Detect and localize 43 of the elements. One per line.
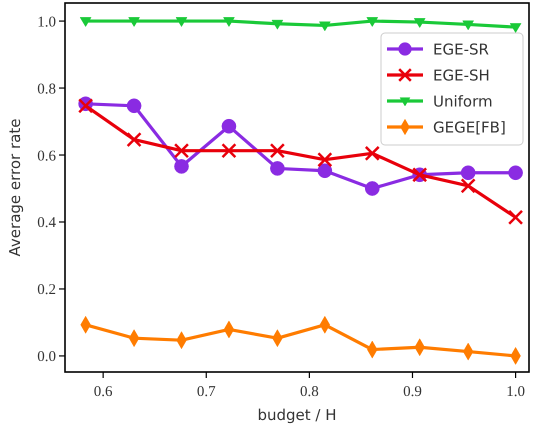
point xyxy=(366,17,378,27)
point xyxy=(460,178,476,194)
point xyxy=(319,22,331,32)
y-tick-label: 0.4 xyxy=(37,215,56,232)
point xyxy=(222,118,236,134)
point xyxy=(126,132,142,148)
x-tick-label: 0.8 xyxy=(300,384,319,400)
y-tick-label: 0.2 xyxy=(37,282,56,298)
y-tick-label: 1.0 xyxy=(37,14,56,30)
point xyxy=(126,98,142,114)
point xyxy=(221,143,237,158)
point xyxy=(270,161,285,176)
point xyxy=(128,17,140,27)
legend-label: EGE-SH xyxy=(433,66,490,84)
point xyxy=(364,146,380,162)
x-tick-label: 1.0 xyxy=(506,384,525,400)
point xyxy=(272,20,284,30)
point xyxy=(176,17,188,27)
x-tick-label: 0.6 xyxy=(94,384,114,400)
x-axis-title: budget / H xyxy=(257,406,337,424)
legend-label: GEGE[FB] xyxy=(433,118,506,136)
y-tick-label: 0.6 xyxy=(37,148,56,164)
point xyxy=(510,23,522,33)
point xyxy=(414,18,426,28)
legend-label: Uniform xyxy=(433,92,493,110)
point xyxy=(318,163,332,178)
y-tick-label: 0.0 xyxy=(37,349,56,366)
y-tick-label: 0.8 xyxy=(37,81,56,98)
point xyxy=(462,20,474,30)
point xyxy=(80,17,92,27)
point xyxy=(174,159,189,174)
point xyxy=(317,152,332,168)
x-tick-label: 0.7 xyxy=(196,384,216,400)
x-tick-label: 0.9 xyxy=(403,384,422,400)
point xyxy=(508,165,523,180)
point xyxy=(174,143,190,158)
point xyxy=(223,17,235,27)
point xyxy=(460,165,476,180)
legend-label: EGE-SR xyxy=(433,40,489,58)
point xyxy=(270,143,286,158)
point xyxy=(508,210,524,225)
point xyxy=(364,181,380,196)
y-axis-title: Average error rate xyxy=(6,118,24,256)
